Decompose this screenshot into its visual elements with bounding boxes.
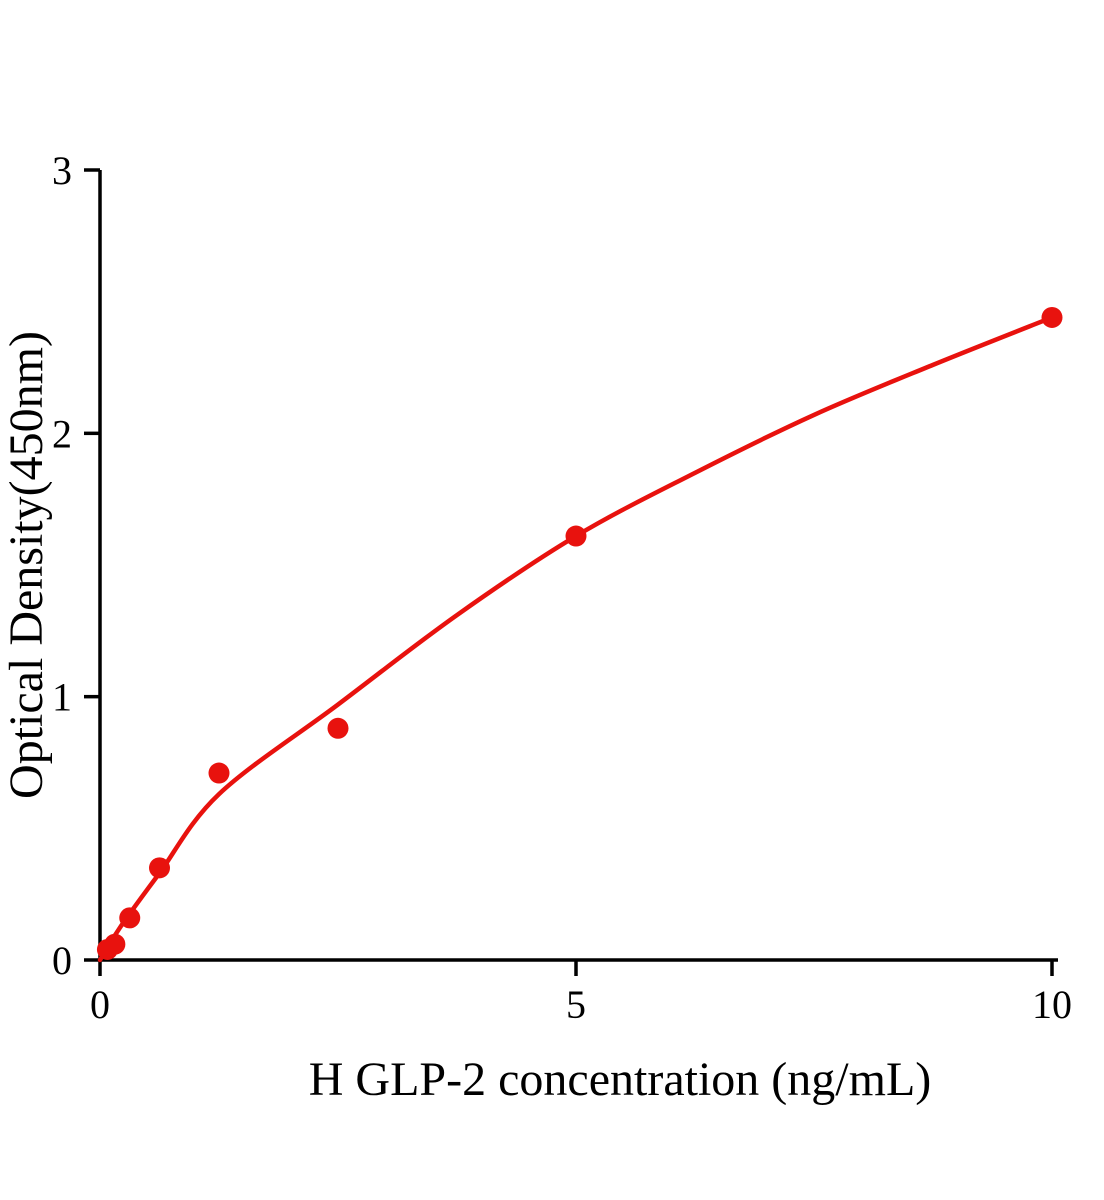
fit-curve xyxy=(97,315,1055,963)
data-point xyxy=(104,933,126,955)
x-tick-label: 0 xyxy=(90,982,110,1027)
y-tick-label: 0 xyxy=(52,938,72,983)
data-point xyxy=(327,717,349,739)
ticks-layer: 0 5 10 0 1 2 3 xyxy=(52,148,1072,1027)
fit-curve-layer xyxy=(97,315,1055,963)
data-point xyxy=(149,857,170,879)
x-axis-label: H GLP-2 concentration (ng/mL) xyxy=(309,1053,932,1106)
x-tick-label: 10 xyxy=(1032,982,1072,1027)
data-point xyxy=(119,907,141,929)
data-point xyxy=(208,762,230,784)
y-tick-label: 1 xyxy=(52,675,72,720)
y-axis-label: Optical Density(450nm) xyxy=(0,331,53,799)
axes-layer xyxy=(98,170,1058,962)
data-point xyxy=(565,525,587,547)
y-tick-label: 3 xyxy=(52,148,72,193)
data-points-layer xyxy=(96,306,1063,960)
y-tick-label: 2 xyxy=(52,411,72,456)
data-point xyxy=(1041,306,1063,328)
x-tick-label: 5 xyxy=(566,982,586,1027)
